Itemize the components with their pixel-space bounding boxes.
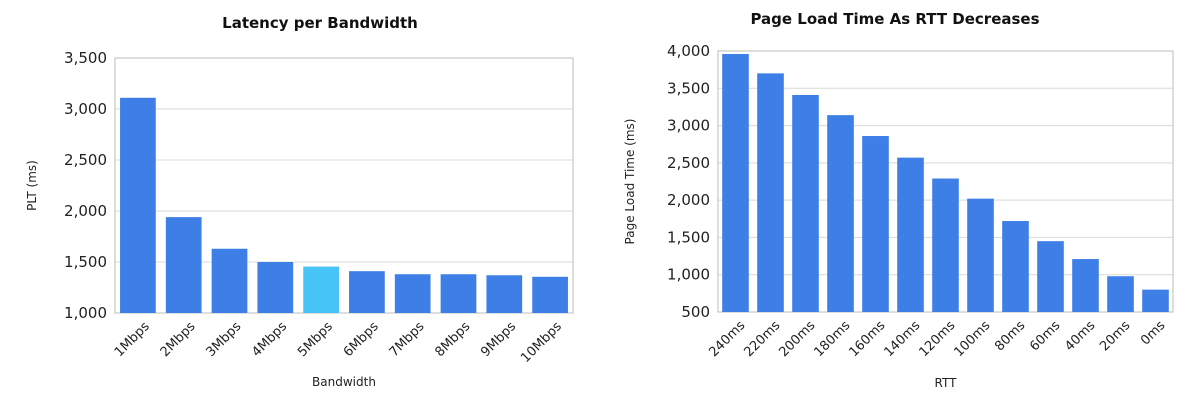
bar-3mbps <box>211 248 248 313</box>
bar-2mbps <box>165 217 202 313</box>
bar-1mbps <box>120 97 156 313</box>
bar-40ms <box>1072 259 1099 312</box>
x-axis-label: RTT <box>935 376 958 390</box>
y-tick-label: 2,000 <box>64 202 107 220</box>
bar-10mbps <box>532 276 568 313</box>
y-tick-label: 1,500 <box>667 228 710 246</box>
latency-per-bandwidth-chart: Latency per Bandwidth 1,000 1,500 2,000 2,5… <box>0 0 596 405</box>
x-tick-label: 5Mbps <box>295 319 336 360</box>
y-tick-label: 3,500 <box>64 49 107 67</box>
y-tick-label: 1,000 <box>64 304 107 322</box>
chart-title: Latency per Bandwidth <box>222 14 418 32</box>
bar-140ms <box>897 157 924 312</box>
bar-240ms <box>722 53 749 313</box>
y-tick-label: 3,500 <box>667 79 710 97</box>
bar-200ms <box>792 94 819 312</box>
x-tick-label: 10Mbps <box>518 319 565 366</box>
x-tick-label: 120ms <box>916 318 958 360</box>
x-tick-label: 60ms <box>1027 318 1063 354</box>
y-tick-label: 2,000 <box>667 191 710 209</box>
bar-5mbps <box>303 266 339 313</box>
x-tick-label: 6Mbps <box>341 319 382 360</box>
page-load-time-rtt-chart: Page Load Time As RTT Decreases 500 1,000… <box>596 0 1193 405</box>
x-tick-label: 20ms <box>1097 318 1133 354</box>
y-axis-label: PLT (ms) <box>25 160 39 211</box>
x-tick-label: 220ms <box>741 318 783 360</box>
latency-chart-svg: Latency per Bandwidth 1,000 1,500 2,000 2,5… <box>25 14 574 389</box>
y-axis-label: Page Load Time (ms) <box>623 119 637 245</box>
bar-9mbps <box>486 275 523 313</box>
bar-220ms <box>757 73 784 312</box>
y-tick-label: 2,500 <box>667 154 710 172</box>
chart-title: Page Load Time As RTT Decreases <box>750 10 1039 28</box>
rtt-chart-svg: Page Load Time As RTT Decreases 500 1,000… <box>623 10 1174 390</box>
y-tick-label: 3,000 <box>667 117 710 135</box>
bar-7mbps <box>394 274 431 313</box>
bar-160ms <box>862 136 889 312</box>
bar-100ms <box>967 198 994 312</box>
bar-60ms <box>1037 241 1064 312</box>
x-tick-label: 100ms <box>951 318 993 360</box>
bar-4mbps <box>257 262 294 313</box>
x-tick-label: 180ms <box>811 318 853 360</box>
x-tick-label: 7Mbps <box>387 319 428 360</box>
x-tick-label: 240ms <box>706 318 748 360</box>
bar-20ms <box>1107 276 1134 312</box>
x-tick-label: 160ms <box>846 318 888 360</box>
bar-0ms <box>1142 289 1169 312</box>
bar-120ms <box>932 178 959 312</box>
y-tick-label: 1,000 <box>667 266 710 284</box>
y-tick-label: 1,500 <box>64 253 107 271</box>
x-tick-label: 4Mbps <box>249 319 290 360</box>
bar-80ms <box>1002 221 1029 312</box>
x-tick-label: 80ms <box>992 318 1028 354</box>
x-tick-label: 40ms <box>1062 318 1098 354</box>
y-tick-label: 3,000 <box>64 100 107 118</box>
x-tick-label: 9Mbps <box>478 319 519 360</box>
bar-180ms <box>827 115 854 312</box>
bar-8mbps <box>440 274 477 313</box>
y-tick-label: 500 <box>681 303 710 321</box>
y-tick-label: 4,000 <box>667 42 710 60</box>
x-tick-label: 1Mbps <box>112 319 153 360</box>
plot-area <box>114 57 574 314</box>
y-tick-label: 2,500 <box>64 151 107 169</box>
x-tick-label: 200ms <box>776 318 818 360</box>
x-tick-label: 140ms <box>881 318 923 360</box>
x-tick-label: 3Mbps <box>203 319 244 360</box>
bar-6mbps <box>349 271 385 313</box>
x-tick-label: 2Mbps <box>158 319 199 360</box>
x-tick-label: 8Mbps <box>432 319 473 360</box>
x-axis-label: Bandwidth <box>312 375 376 389</box>
x-tick-label: 0ms <box>1138 318 1168 348</box>
